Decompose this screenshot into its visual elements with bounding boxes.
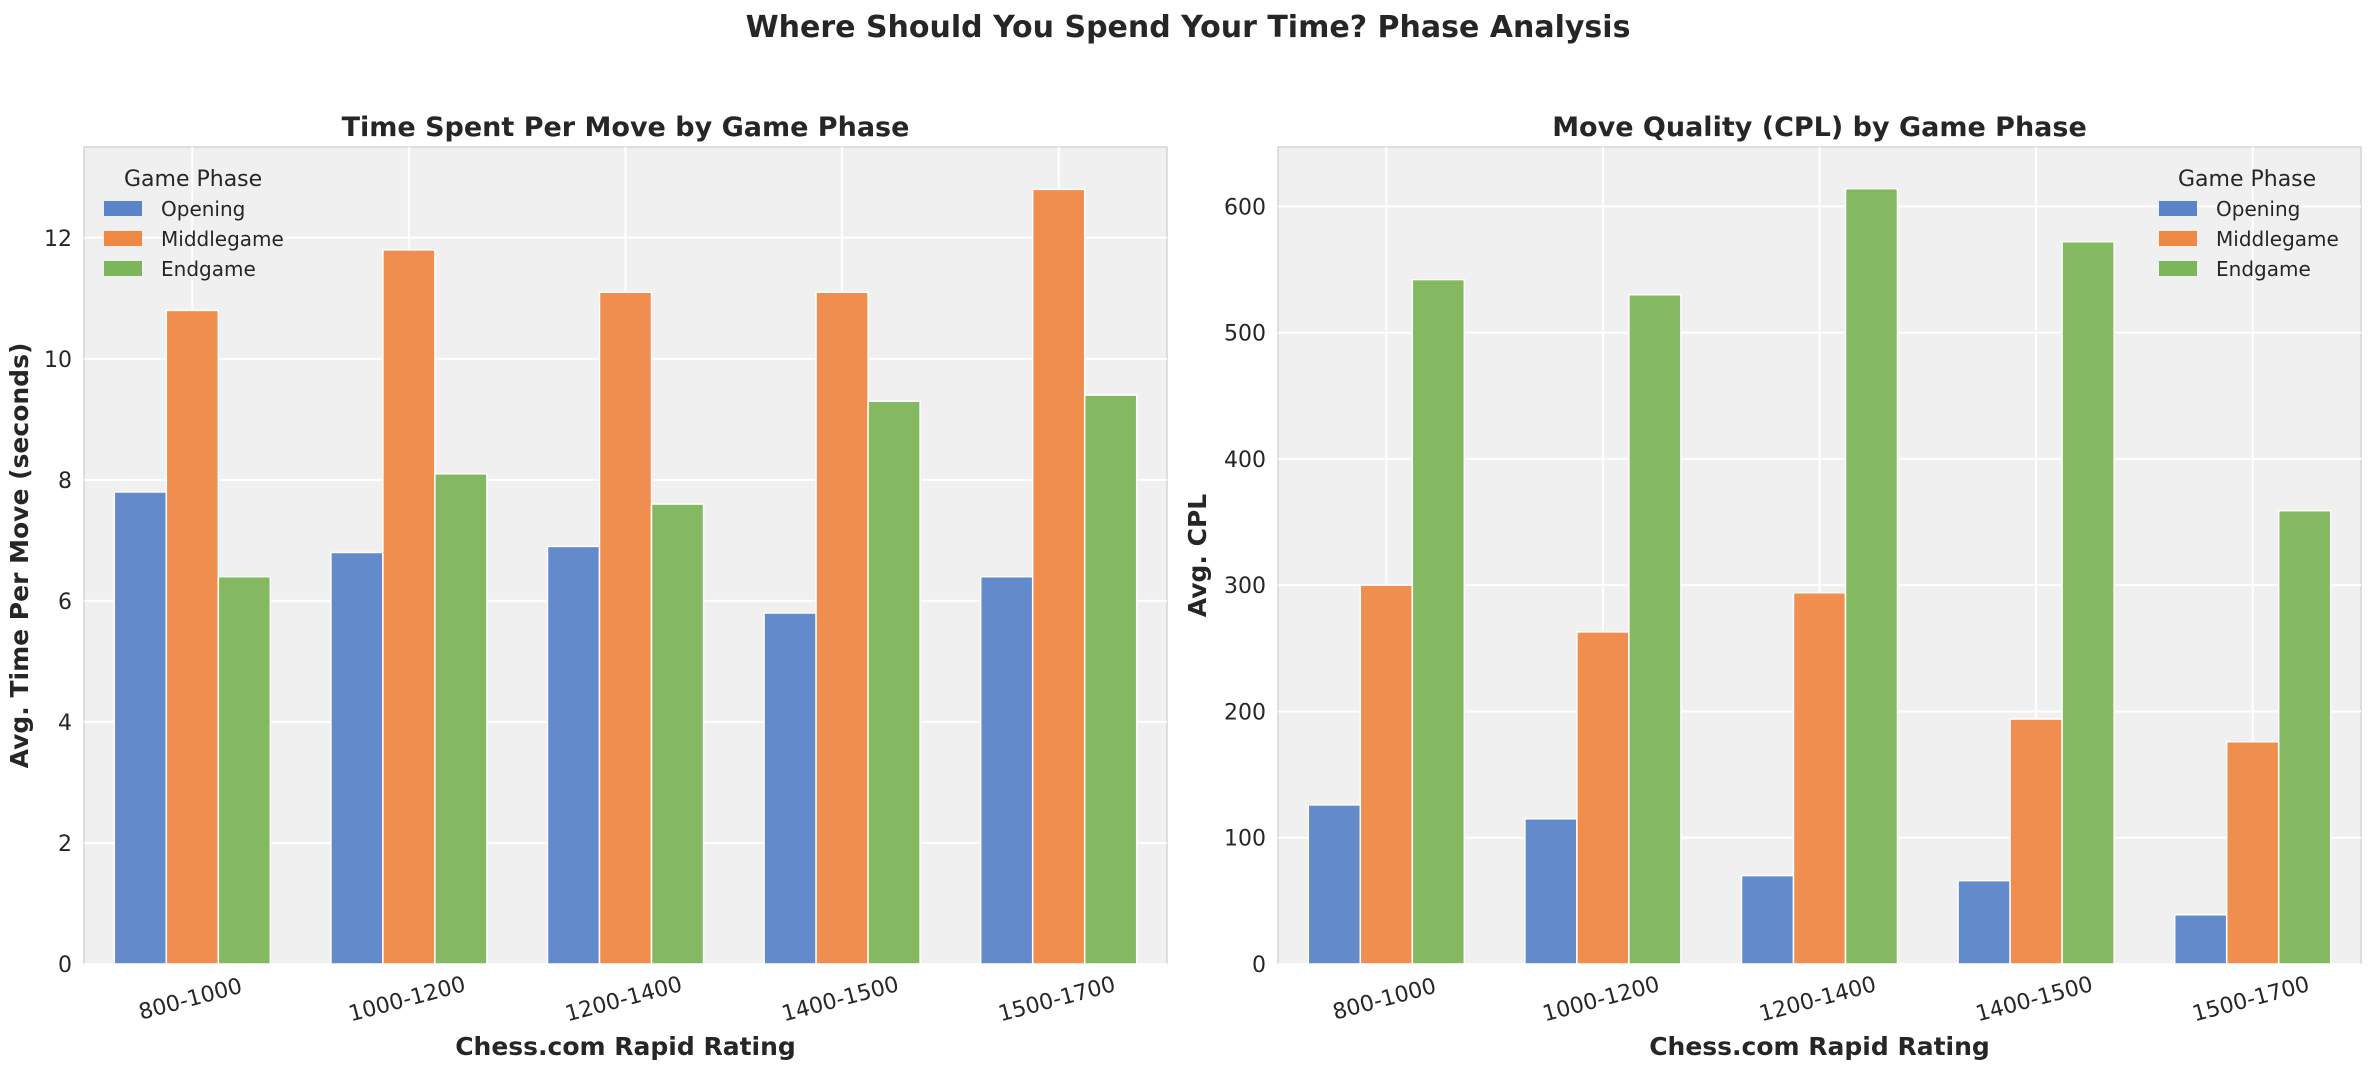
x-tick-label: 800-1000 (1330, 974, 1439, 1026)
y-tick-label: 300 (1224, 574, 1266, 599)
x-tick-label: 1500-1700 (2190, 972, 2312, 1027)
legend-swatch-endgame (2159, 261, 2197, 276)
legend-swatch-middlegame (2159, 231, 2197, 246)
x-tick-label: 1000-1200 (1540, 972, 1662, 1027)
bar-opening-1200-1400 (1740, 874, 1795, 965)
bar-endgame-1000-1200 (1628, 293, 1682, 965)
legend-label-opening: Opening (2216, 197, 2300, 221)
y-tick-label: 200 (1224, 700, 1266, 725)
bar-endgame-1500-1700 (2277, 509, 2332, 965)
bar-endgame-800-1000 (217, 575, 272, 965)
bar-endgame-1400-1500 (867, 400, 921, 965)
bar-endgame-1400-1500 (2061, 240, 2115, 965)
legend-swatch-middlegame (104, 231, 142, 246)
bar-middlegame-1200-1400 (598, 291, 653, 965)
bar-endgame-1200-1400 (650, 503, 705, 965)
x-tick-label: 1500-1700 (996, 972, 1118, 1027)
panel-title: Time Spent Per Move by Game Phase (342, 112, 910, 143)
x-tick-label: 1400-1500 (779, 972, 901, 1027)
bar-opening-1400-1500 (1957, 879, 2011, 965)
bar-middlegame-1500-1700 (2225, 741, 2280, 965)
y-tick-label: 8 (58, 469, 72, 494)
x-tick-label: 1200-1400 (1757, 972, 1879, 1027)
legend-label-middlegame: Middlegame (2216, 227, 2339, 251)
bar-middlegame-800-1000 (165, 309, 220, 965)
y-axis-label: Avg. Time Per Move (seconds) (5, 343, 34, 769)
legend: Game Phase Opening Middlegame Endgame (2159, 167, 2339, 281)
x-tick-label: 1000-1200 (346, 972, 468, 1027)
legend: Game Phase Opening Middlegame Endgame (104, 167, 284, 281)
legend-label-endgame: Endgame (2216, 257, 2311, 281)
bar-middlegame-1000-1200 (382, 249, 436, 965)
panel-title: Move Quality (CPL) by Game Phase (1552, 112, 2087, 143)
bar-middlegame-1500-1700 (1031, 188, 1086, 965)
legend-title: Game Phase (124, 167, 262, 192)
y-tick-label: 400 (1224, 448, 1266, 473)
y-tick-label: 0 (1252, 953, 1266, 978)
y-tick-label: 4 (58, 711, 72, 736)
panel-time-per-move: 0 2 4 6 8 10 12 800-1000 1000-1200 1200-1400 1400-… (5, 112, 1168, 1061)
x-axis-label: Chess.com Rapid Rating (1649, 1032, 1990, 1061)
bar-middlegame-1400-1500 (2009, 718, 2063, 965)
bar-middlegame-1200-1400 (1792, 592, 1847, 965)
bar-endgame-1200-1400 (1844, 187, 1899, 965)
legend-label-opening: Opening (161, 197, 245, 221)
legend-swatch-endgame (104, 261, 142, 276)
legend-title: Game Phase (2178, 167, 2316, 192)
legend-swatch-opening (2159, 201, 2197, 216)
y-axis-label: Avg. CPL (1183, 494, 1212, 618)
legend-label-middlegame: Middlegame (161, 227, 284, 251)
bar-middlegame-1400-1500 (815, 291, 869, 965)
y-tick-label: 100 (1224, 827, 1266, 852)
x-tick-label: 800-1000 (136, 974, 245, 1026)
bar-endgame-1500-1700 (1083, 394, 1138, 965)
bar-opening-1500-1700 (979, 575, 1034, 965)
y-tick-label: 500 (1224, 322, 1266, 347)
bar-endgame-800-1000 (1411, 278, 1466, 965)
y-tick-label: 600 (1224, 195, 1266, 220)
legend-swatch-opening (104, 201, 142, 216)
legend-label-endgame: Endgame (161, 257, 256, 281)
x-tick-label: 1400-1500 (1973, 972, 2095, 1027)
y-tick-label: 10 (44, 348, 72, 373)
y-tick-label: 2 (58, 832, 72, 857)
bar-opening-1000-1200 (330, 551, 384, 965)
y-tick-label: 6 (58, 590, 72, 615)
figure-suptitle: Where Should You Spend Your Time? Phase … (746, 10, 1631, 45)
bar-opening-1400-1500 (763, 612, 817, 965)
bar-opening-1500-1700 (2173, 914, 2228, 965)
panel-move-quality: 0 100 200 300 400 500 600 800-1000 1000-1200 1200… (1183, 112, 2362, 1061)
x-axis-label: Chess.com Rapid Rating (455, 1032, 796, 1061)
bar-opening-1200-1400 (546, 545, 601, 965)
bar-opening-800-1000 (113, 491, 168, 965)
bar-middlegame-800-1000 (1359, 584, 1414, 965)
y-tick-label: 0 (58, 953, 72, 978)
bar-opening-800-1000 (1307, 804, 1362, 965)
bar-opening-1000-1200 (1524, 818, 1578, 965)
x-tick-label: 1200-1400 (563, 972, 685, 1027)
bar-middlegame-1000-1200 (1576, 631, 1630, 965)
bar-endgame-1000-1200 (434, 473, 488, 965)
y-tick-label: 12 (44, 227, 72, 252)
